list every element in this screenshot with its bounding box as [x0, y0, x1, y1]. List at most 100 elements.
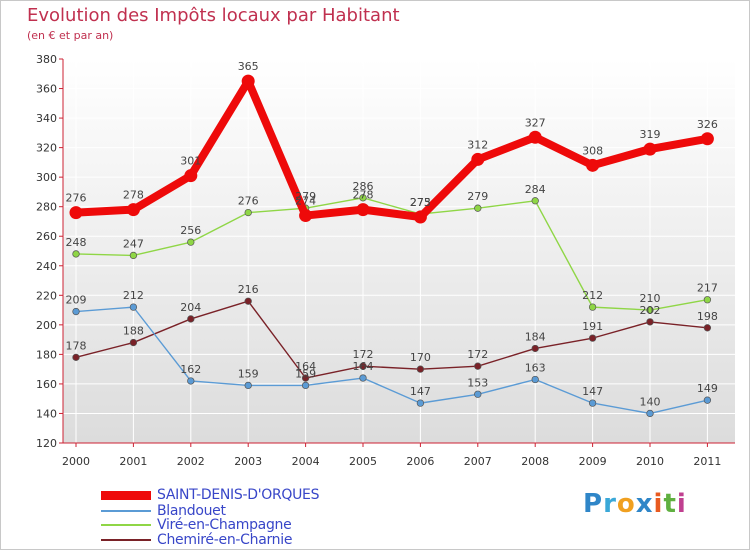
data-point-1-2	[187, 377, 195, 385]
data-label-0-11: 326	[697, 118, 718, 131]
data-label-0-5: 278	[353, 189, 374, 202]
data-label-1-9: 147	[582, 385, 603, 398]
data-label-3-10: 202	[640, 304, 661, 317]
data-label-0-7: 312	[467, 138, 488, 151]
data-point-1-7	[474, 390, 482, 398]
data-point-1-9	[588, 399, 597, 407]
data-label-3-0: 178	[66, 339, 87, 352]
data-label-3-5: 172	[353, 348, 374, 361]
data-label-3-2: 204	[180, 301, 201, 314]
data-point-2-3	[244, 208, 252, 217]
data-label-2-8: 284	[525, 183, 546, 196]
data-label-1-11: 149	[697, 382, 718, 395]
data-point-1-10	[646, 409, 654, 418]
data-point-1-4	[301, 381, 310, 390]
data-point-3-1	[129, 338, 138, 347]
legend-item-vire: Viré-en-Champagne	[101, 517, 292, 533]
logo-letter: P	[583, 489, 604, 519]
legend-item-blandouet: Blandouet	[101, 503, 226, 519]
data-label-2-1: 247	[123, 237, 144, 250]
x-tick-label: 2008	[521, 455, 549, 468]
data-point-0-1	[126, 203, 140, 217]
data-label-3-4: 164	[295, 360, 316, 373]
data-label-2-7: 279	[467, 190, 488, 203]
data-point-0-6	[413, 210, 427, 224]
y-tick-label: 140	[36, 407, 57, 420]
data-label-1-5: 164	[353, 360, 374, 373]
y-tick-label: 180	[36, 348, 57, 361]
data-label-2-0: 248	[66, 236, 87, 249]
data-point-3-8	[531, 344, 539, 353]
logo-letter: i	[653, 489, 664, 519]
data-point-3-11	[703, 324, 712, 332]
data-label-3-3: 216	[238, 283, 259, 296]
data-point-1-8	[531, 375, 539, 384]
data-point-2-9	[588, 303, 597, 311]
x-tick-label: 2001	[119, 455, 147, 468]
data-point-2-0	[72, 250, 80, 258]
data-point-3-2	[187, 315, 195, 323]
x-tick-label: 2006	[406, 455, 434, 468]
data-label-2-3: 276	[238, 195, 259, 208]
data-point-0-2	[184, 169, 198, 183]
data-point-1-5	[359, 374, 367, 382]
data-label-1-10: 140	[640, 395, 661, 408]
data-label-0-3: 365	[238, 60, 259, 73]
data-label-0-10: 319	[640, 128, 661, 141]
chart-subtitle: (en € et par an)	[27, 29, 114, 42]
data-point-2-2	[187, 238, 195, 246]
legend-swatch-saint-denis	[101, 490, 151, 500]
data-point-0-4	[299, 209, 313, 223]
legend-label-saint-denis: SAINT-DENIS-D'ORQUES	[157, 487, 320, 503]
legend-item-chemire: Chemiré-en-Charnie	[101, 532, 292, 548]
logo-letter: o	[616, 489, 636, 519]
data-point-0-11	[700, 132, 714, 146]
data-label-0-6: 273	[410, 196, 431, 209]
y-tick-label: 220	[36, 289, 57, 302]
data-label-3-11: 198	[697, 310, 718, 323]
data-label-1-6: 147	[410, 385, 431, 398]
logo-letter: r	[603, 489, 617, 519]
plot-area	[63, 59, 735, 443]
data-point-0-3	[241, 74, 255, 88]
data-point-1-0	[72, 307, 80, 316]
logo-letter: i	[676, 489, 687, 519]
data-label-0-0: 276	[66, 192, 87, 205]
legend-swatch-blandouet	[101, 510, 151, 512]
data-point-0-9	[586, 158, 600, 172]
y-tick-label: 260	[36, 230, 57, 243]
legend-swatch-vire	[101, 524, 151, 526]
data-point-3-4	[301, 374, 310, 382]
data-point-3-0	[72, 353, 80, 361]
data-label-0-8: 327	[525, 116, 546, 129]
series-line-3	[75, 300, 709, 379]
axes: 120 140 160 180 200 220 240 260 280 300 320 340 360 3…	[36, 53, 735, 468]
data-label-1-3: 159	[238, 367, 259, 380]
legend-label-chemire: Chemiré-en-Charnie	[157, 532, 293, 548]
data-label-1-4: 159	[295, 367, 316, 380]
x-tick-label: 2005	[349, 455, 377, 468]
data-label-2-10: 210	[640, 292, 661, 305]
y-tick-label: 320	[36, 142, 57, 155]
series-line-2	[75, 197, 709, 311]
data-point-1-3	[244, 381, 252, 390]
legend-label-blandouet: Blandouet	[157, 503, 226, 519]
data-point-1-6	[416, 399, 425, 407]
data-point-0-7	[471, 152, 485, 166]
data-point-0-8	[528, 130, 542, 144]
x-tick-label: 2000	[62, 455, 90, 468]
x-tick-label: 2003	[234, 455, 262, 468]
data-label-3-6: 170	[410, 351, 431, 364]
data-point-2-8	[531, 197, 539, 205]
series-line-0	[72, 77, 712, 222]
data-point-3-5	[359, 362, 367, 370]
data-label-3-7: 172	[467, 348, 488, 361]
data-label-0-9: 308	[582, 144, 603, 157]
data-label-3-1: 188	[123, 325, 144, 338]
data-label-2-11: 217	[697, 282, 718, 295]
data-label-1-8: 163	[525, 361, 546, 374]
data-label-0-1: 278	[123, 189, 144, 202]
x-tick-label: 2007	[464, 455, 492, 468]
